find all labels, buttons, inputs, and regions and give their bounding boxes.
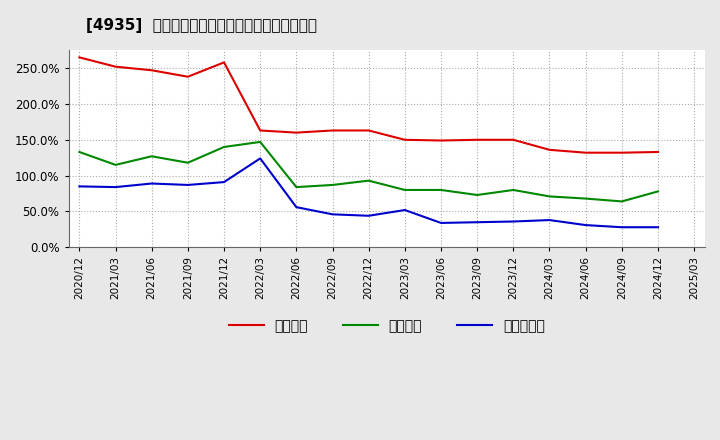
流動比率 xyxy=(654,149,662,154)
当座比率 xyxy=(618,199,626,204)
Legend: 流動比率, 当座比率, 現預金比率: 流動比率, 当座比率, 現預金比率 xyxy=(223,313,550,338)
流動比率 xyxy=(256,128,264,133)
当座比率 xyxy=(220,144,228,150)
Line: 現預金比率: 現預金比率 xyxy=(79,158,658,227)
流動比率 xyxy=(618,150,626,155)
流動比率 xyxy=(545,147,554,153)
当座比率 xyxy=(581,196,590,201)
流動比率 xyxy=(184,74,192,79)
現預金比率 xyxy=(256,156,264,161)
現預金比率 xyxy=(509,219,518,224)
現預金比率 xyxy=(618,224,626,230)
現預金比率 xyxy=(473,220,482,225)
当座比率 xyxy=(473,192,482,198)
当座比率 xyxy=(184,160,192,165)
流動比率 xyxy=(292,130,301,135)
当座比率 xyxy=(75,149,84,154)
当座比率 xyxy=(292,184,301,190)
当座比率 xyxy=(148,154,156,159)
流動比率 xyxy=(473,137,482,143)
現預金比率 xyxy=(111,184,120,190)
当座比率 xyxy=(364,178,373,183)
流動比率 xyxy=(220,60,228,65)
流動比率 xyxy=(75,55,84,60)
当座比率 xyxy=(437,187,446,193)
現預金比率 xyxy=(581,223,590,228)
現預金比率 xyxy=(292,205,301,210)
現預金比率 xyxy=(654,224,662,230)
当座比率 xyxy=(654,189,662,194)
流動比率 xyxy=(581,150,590,155)
当座比率 xyxy=(111,162,120,168)
当座比率 xyxy=(328,182,337,187)
現預金比率 xyxy=(184,182,192,187)
Text: [4935]  流動比率、当座比率、現預金比率の推移: [4935] 流動比率、当座比率、現預金比率の推移 xyxy=(86,18,318,33)
流動比率 xyxy=(111,64,120,70)
現預金比率 xyxy=(364,213,373,218)
Line: 流動比率: 流動比率 xyxy=(79,57,658,153)
流動比率 xyxy=(437,138,446,143)
流動比率 xyxy=(328,128,337,133)
現預金比率 xyxy=(400,207,409,213)
現預金比率 xyxy=(328,212,337,217)
当座比率 xyxy=(509,187,518,193)
流動比率 xyxy=(400,137,409,143)
現預金比率 xyxy=(148,181,156,186)
当座比率 xyxy=(400,187,409,193)
現預金比率 xyxy=(75,184,84,189)
現預金比率 xyxy=(437,220,446,226)
流動比率 xyxy=(364,128,373,133)
流動比率 xyxy=(148,68,156,73)
流動比率 xyxy=(509,137,518,143)
Line: 当座比率: 当座比率 xyxy=(79,142,658,202)
当座比率 xyxy=(545,194,554,199)
当座比率 xyxy=(256,139,264,145)
現預金比率 xyxy=(220,180,228,185)
現預金比率 xyxy=(545,217,554,223)
